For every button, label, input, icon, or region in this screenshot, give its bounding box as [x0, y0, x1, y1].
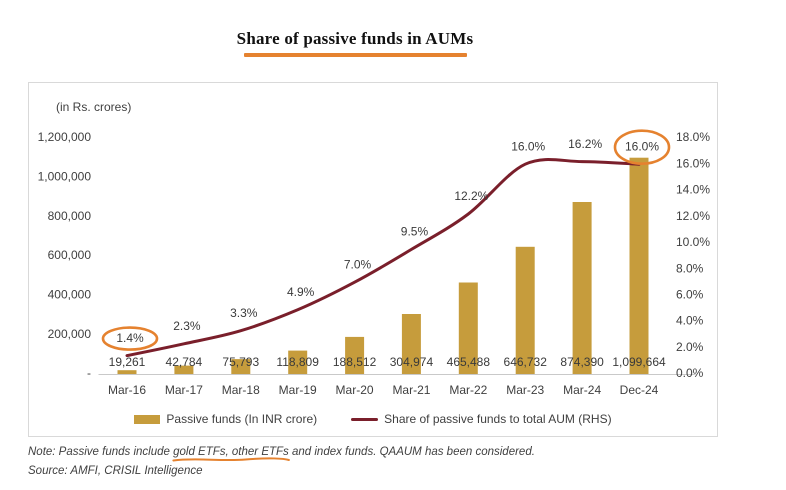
- line-value-label: 7.0%: [344, 257, 372, 271]
- bar-Mar-18: [231, 359, 251, 374]
- right-axis-tick-label: 16.0%: [676, 156, 710, 170]
- chart-legend: Passive funds (In INR crore) Share of pa…: [29, 412, 717, 426]
- right-axis-tick-label: 2.0%: [676, 340, 704, 354]
- line-value-label: 12.2%: [454, 189, 488, 203]
- x-axis-category-label: Dec-24: [620, 383, 659, 397]
- line-value-label: 16.0%: [625, 139, 659, 153]
- x-axis-category-label: Mar-22: [449, 383, 487, 397]
- line-value-label: 9.5%: [401, 225, 429, 239]
- right-axis-tick-label: 6.0%: [676, 288, 704, 302]
- bar-value-label: 75,793: [222, 355, 259, 369]
- bar-Mar-21: [401, 314, 421, 374]
- axis-unit-label: (in Rs. crores): [56, 100, 132, 114]
- legend-item-passive-funds: Passive funds (In INR crore): [134, 412, 317, 426]
- right-axis-tick-label: 12.0%: [676, 209, 710, 223]
- left-axis-tick-label: 800,000: [48, 209, 92, 223]
- right-axis-tick-label: 8.0%: [676, 261, 704, 275]
- chart-title-block: Share of passive funds in AUMs: [234, 29, 476, 57]
- left-axis-tick-label: 600,000: [48, 248, 92, 262]
- footnote-text-prefix: Note: Passive funds include: [28, 446, 174, 458]
- footnote: Note: Passive funds include gold ETFs, o…: [28, 446, 535, 458]
- left-axis-tick-label: 400,000: [48, 288, 92, 302]
- x-axis-category-label: Mar-17: [165, 383, 203, 397]
- right-axis-tick-label: 4.0%: [676, 314, 704, 328]
- footnote-underlined-text: gold ETFs, other ETFs: [173, 446, 289, 458]
- orange-underline-stroke: [171, 456, 291, 463]
- bar-Mar-16: [117, 370, 137, 374]
- left-axis-tick-label: -: [87, 366, 91, 380]
- annotation-circle-Mar-16: [101, 326, 159, 351]
- bar-value-label: 304,974: [390, 355, 434, 369]
- bar-value-label: 1,099,664: [612, 355, 666, 369]
- line-value-label: 2.3%: [173, 319, 201, 333]
- page-title: Share of passive funds in AUMs: [236, 29, 474, 48]
- bar-value-label: 465,488: [447, 355, 491, 369]
- line-value-label: 16.0%: [511, 139, 545, 153]
- footnote-text-suffix: and index funds. QAAUM has been consider…: [288, 446, 535, 458]
- bar-Mar-20: [345, 336, 365, 374]
- legend-item-share-line: Share of passive funds to total AUM (RHS…: [351, 412, 612, 426]
- x-axis-category-label: Mar-20: [336, 383, 374, 397]
- bar-value-label: 118,809: [276, 355, 319, 369]
- footnote-underlined-label: gold ETFs, other ETFs: [173, 446, 289, 458]
- right-axis-tick-label: 18.0%: [676, 130, 710, 144]
- legend-label-share-line: Share of passive funds to total AUM (RHS…: [384, 412, 612, 426]
- line-value-label: 1.4%: [116, 331, 144, 345]
- bar-Mar-19: [288, 350, 308, 374]
- x-axis-category-label: Mar-23: [506, 383, 544, 397]
- chart-panel: - 200,000 400,000 600,000 800,000 1,000,000 1,…: [28, 82, 718, 437]
- left-axis-tick-label: 1,000,000: [38, 170, 92, 184]
- bar-Dec-24: [629, 157, 649, 374]
- bar-value-label: 646,732: [504, 355, 548, 369]
- x-axis-category-label: Mar-21: [392, 383, 430, 397]
- right-axis-tick-label: 0.0%: [676, 366, 704, 380]
- x-axis-category-label: Mar-24: [563, 383, 601, 397]
- right-axis-tick-label: 14.0%: [676, 183, 710, 197]
- title-underline-accent: [243, 53, 467, 57]
- bar-value-label: 19,261: [109, 355, 146, 369]
- legend-label-passive-funds: Passive funds (In INR crore): [166, 412, 318, 426]
- bar-Mar-23: [515, 246, 535, 374]
- bar-value-label: 188,512: [333, 355, 377, 369]
- bar-Mar-17: [174, 365, 194, 374]
- x-axis-category-label: Mar-18: [222, 383, 260, 397]
- x-axis-category-label: Mar-19: [279, 383, 317, 397]
- right-axis-tick-label: 10.0%: [676, 235, 710, 249]
- line-value-label: 16.2%: [568, 137, 602, 151]
- legend-bar-swatch: [134, 414, 161, 424]
- line-value-label: 4.9%: [287, 285, 315, 299]
- chart-svg: - 200,000 400,000 600,000 800,000 1,000,000 1,…: [38, 129, 710, 397]
- left-axis-tick-label: 200,000: [48, 327, 92, 341]
- bar-value-label: 874,390: [560, 355, 604, 369]
- legend-line-swatch: [351, 417, 379, 421]
- bar-value-label: 42,784: [166, 355, 203, 369]
- left-axis-tick-label: 1,200,000: [38, 130, 92, 144]
- bar-Mar-24: [572, 202, 592, 374]
- source-line: Source: AMFI, CRISIL Intelligence: [28, 465, 203, 477]
- annotation-circle-Dec-24: [613, 129, 671, 165]
- line-value-label: 3.3%: [230, 306, 258, 320]
- x-axis-category-label: Mar-16: [108, 383, 146, 397]
- share-line: [125, 158, 641, 358]
- bar-Mar-22: [458, 282, 478, 374]
